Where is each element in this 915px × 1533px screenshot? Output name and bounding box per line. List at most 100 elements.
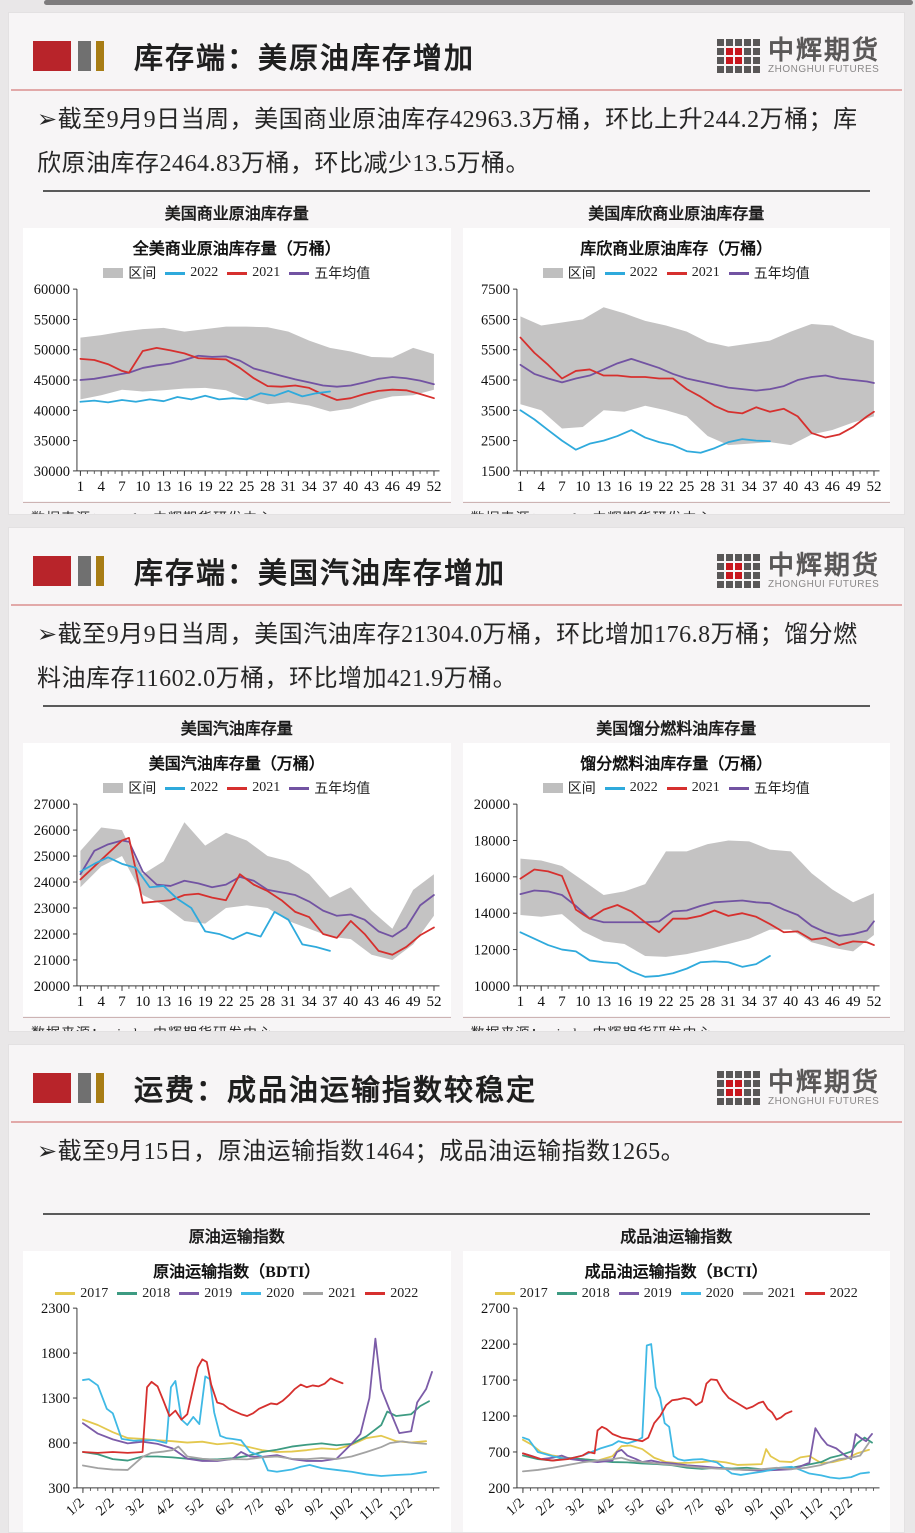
- chart-legend: 2017 2018 2019 2020 2021 2022: [465, 1283, 889, 1302]
- logo-grid-cell: [752, 563, 760, 570]
- y-tick-label: 60000: [34, 283, 70, 298]
- x-tick-label: 52: [426, 479, 441, 495]
- logo-grid-cell: [743, 39, 751, 46]
- panel-crude-inventory: 库存端：美原油库存增加 中辉期货 ZHONGHUI FUTURES ➢截至9月9…: [8, 12, 905, 515]
- y-tick-label: 45000: [34, 373, 70, 389]
- logo-name-cn: 中辉期货: [767, 35, 880, 65]
- logo-grid-cell: [743, 1080, 751, 1087]
- legend-line-swatch: [666, 271, 687, 275]
- x-tick-label: 31: [720, 994, 735, 1010]
- logo-grid-cell: [743, 563, 751, 570]
- x-tick-label: 16: [177, 994, 192, 1010]
- legend-line-swatch: [618, 1292, 639, 1296]
- logo-grid-cell: [725, 1089, 733, 1096]
- x-tick-label: 46: [824, 994, 839, 1010]
- x-tick-label: 52: [426, 994, 441, 1010]
- x-tick-label: 49: [406, 994, 421, 1010]
- logo-name-en: ZHONGHUI FUTURES: [767, 579, 880, 590]
- y-tick-label: 12000: [473, 943, 509, 959]
- legend-label: 2022: [629, 780, 658, 796]
- logo-grid-cell: [716, 554, 724, 561]
- page-title: 库存端：美国汽油库存增加: [134, 558, 507, 590]
- legend-line-swatch: [604, 786, 625, 790]
- chart-us-gasoline: 美国汽油库存量 美国汽油库存量（万桶） 区间 2022 2021 五年均值 20000…: [23, 709, 451, 1031]
- legend-line-swatch: [728, 786, 749, 790]
- chart-box: 全美商业原油库存量（万桶） 区间 2022 2021 五年均值 30000 35000 4…: [23, 228, 451, 502]
- accent-red-block: [33, 1073, 71, 1103]
- x-tick-label: 7: [558, 994, 566, 1010]
- chart-plot: 300 800 1300 1800 2300 1/2 2/2 3/2 4/2 5/2 6/2 7/2 8…: [41, 1302, 440, 1524]
- legend-item: 2021: [666, 265, 720, 281]
- x-tick-label: 28: [260, 994, 275, 1010]
- legend-item-band: 区间: [542, 263, 596, 283]
- x-tick-label: 46: [385, 994, 400, 1010]
- chart-plot: 200 700 1200 1700 2200 2700 1/2 2/2 3/2 4/2 5/2 6/2…: [481, 1302, 880, 1524]
- y-tick-label: 35000: [34, 434, 70, 450]
- chart-plot: 20000 21000 22000 23000 24000 25000 26000 27000…: [34, 798, 442, 1010]
- panel-header: 库存端：美国汽油库存增加 中辉期货 ZHONGHUI FUTURES: [9, 528, 904, 602]
- x-tick-label: 16: [177, 479, 192, 495]
- legend-item: 2022: [365, 1286, 418, 1302]
- logo-grid-cell: [743, 57, 751, 64]
- x-tick-label: 49: [845, 994, 860, 1010]
- legend-label: 2019: [204, 1285, 233, 1301]
- legend-line-swatch: [728, 271, 749, 275]
- section-divider: [43, 705, 870, 708]
- x-tick-label: 34: [302, 994, 317, 1010]
- x-tick-label: 2/2: [532, 1495, 556, 1519]
- x-tick-label: 52: [866, 479, 881, 495]
- y-tick-label: 5500: [481, 343, 510, 359]
- logo-grid-cell: [716, 1080, 724, 1087]
- x-tick-label: 22: [658, 994, 673, 1010]
- x-tick-label: 40: [783, 479, 798, 495]
- accent-gray-block: [78, 41, 91, 71]
- legend-line-swatch: [556, 1292, 577, 1296]
- series-line-2020: [521, 1342, 870, 1480]
- legend-item: 2021: [227, 780, 280, 796]
- legend-label: 五年均值: [314, 782, 371, 798]
- chart-bdti: 原油运输指数 原油运输指数（BDTI） 2017 2018 2019 2020 2021…: [23, 1217, 451, 1532]
- logo-grid-cell: [725, 554, 733, 561]
- x-tick-label: 19: [637, 479, 652, 495]
- footer-divider: [462, 502, 890, 504]
- legend-item: 2022: [604, 265, 658, 281]
- zhonghui-futures-logo: 中辉期货 ZHONGHUI FUTURES: [716, 552, 880, 590]
- x-tick-label: 22: [658, 479, 673, 495]
- legend-line-swatch: [365, 1292, 386, 1296]
- x-tick-label: 43: [364, 994, 379, 1010]
- legend-label: 区间: [128, 267, 157, 283]
- x-tick-label: 34: [741, 994, 756, 1010]
- chart-title: 成品油运输指数（BCTI）: [584, 1263, 768, 1281]
- legend-label: 2017: [80, 1285, 109, 1301]
- legend-label: 2021: [691, 265, 720, 281]
- y-tick-label: 40000: [34, 404, 70, 420]
- x-tick-label: 4: [97, 994, 105, 1010]
- logo-grid-cell: [743, 581, 751, 588]
- y-tick-label: 10000: [473, 979, 509, 995]
- logo-name-en: ZHONGHUI FUTURES: [767, 64, 880, 75]
- chart-box: 美国汽油库存量（万桶） 区间 2022 2021 五年均值 20000 21000 220…: [23, 743, 451, 1017]
- chart-legend: 区间 2022 2021 五年均值: [25, 260, 449, 283]
- legend-item: 2018: [556, 1286, 610, 1302]
- legend-label: 五年均值: [314, 267, 371, 283]
- series-line-五年均值: [519, 358, 875, 392]
- series-line-2017: [521, 1438, 870, 1466]
- x-tick-label: 40: [343, 994, 358, 1010]
- x-tick-label: 1: [77, 479, 84, 495]
- x-tick-label: 9/2: [302, 1495, 326, 1519]
- accent-gray-block: [78, 1073, 91, 1103]
- chart-section-title: 美国汽油库存量: [180, 721, 293, 739]
- legend-line-swatch: [289, 271, 310, 275]
- charts-row: 原油运输指数 原油运输指数（BDTI） 2017 2018 2019 2020 2021…: [9, 1215, 904, 1532]
- chart-us-commercial-crude: 美国商业原油库存量 全美商业原油库存量（万桶） 区间 2022 2021 五年均值 3…: [23, 194, 451, 514]
- header-accent: [33, 41, 104, 71]
- logo-grid-cell: [743, 1098, 751, 1105]
- chart-title: 馏分燃料油库存量（万桶）: [580, 756, 773, 774]
- logo-grid-cell: [734, 554, 742, 561]
- legend-item: 五年均值: [289, 263, 370, 283]
- x-tick-label: 11/2: [796, 1495, 825, 1524]
- x-tick-label: 22: [219, 994, 234, 1010]
- chart-box: 馏分燃料油库存量（万桶） 区间 2022 2021 五年均值 10000 12000 14…: [462, 743, 890, 1017]
- series-line-2021: [521, 1441, 870, 1472]
- chart-section-title: 美国商业原油库存量: [164, 206, 309, 224]
